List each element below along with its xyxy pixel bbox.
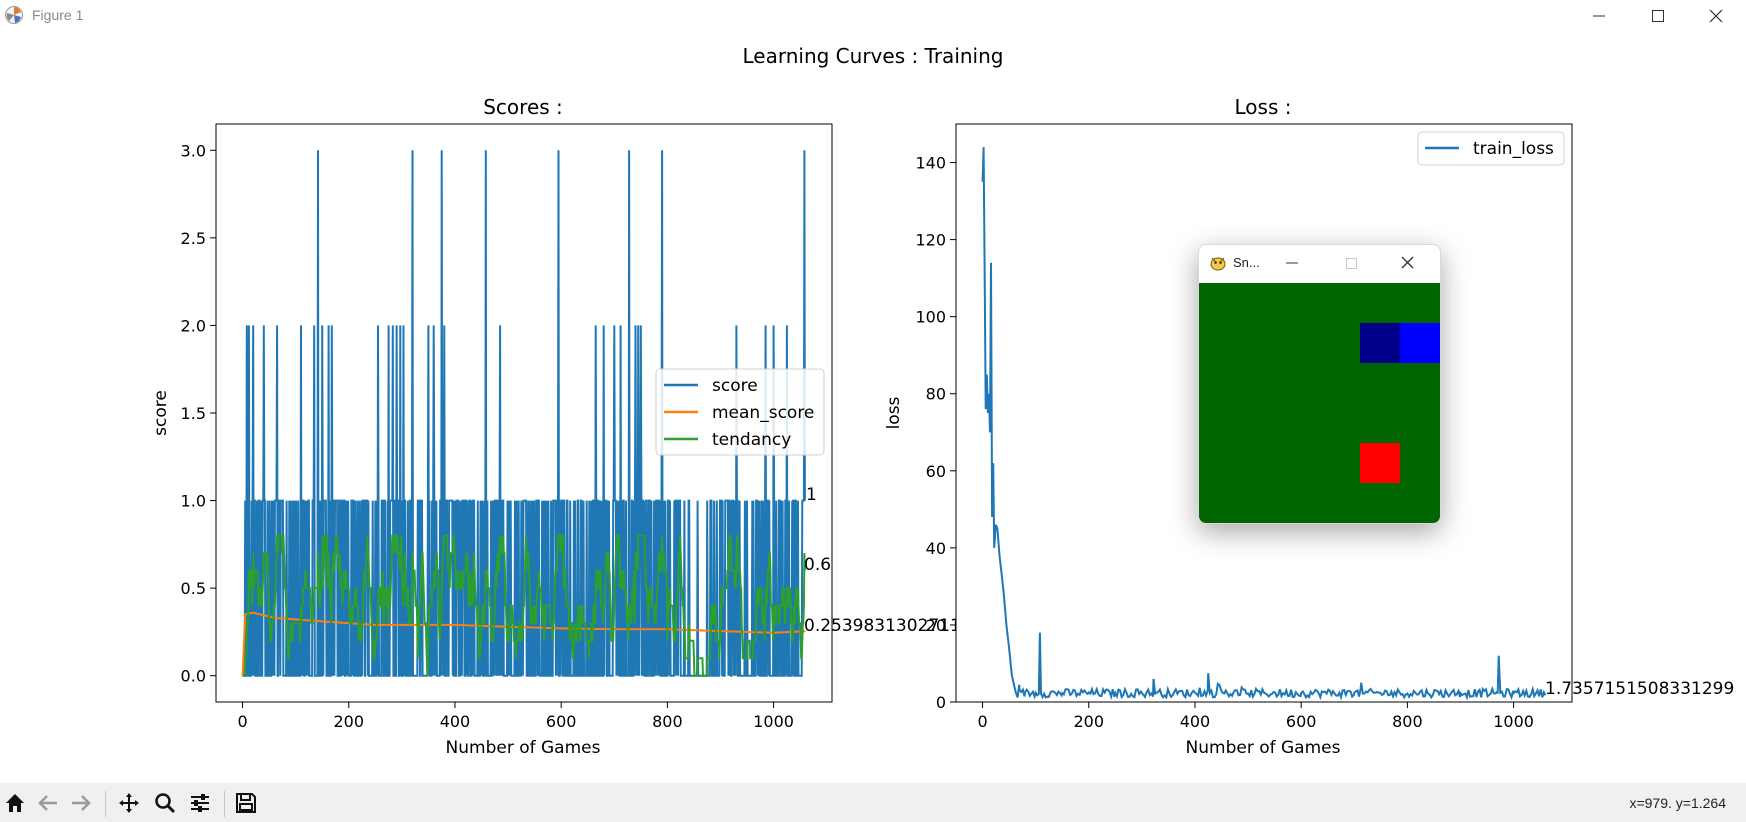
scores-xtick-label: 600 [546, 712, 577, 731]
scores-axes: Scores : Number of Games score 0 200 400 60… [151, 95, 961, 758]
loss-ytick-label: 120 [915, 231, 946, 250]
configure-icon [191, 794, 209, 812]
loss-legend: train_loss [1417, 131, 1565, 166]
matplotlib-icon [4, 5, 24, 25]
scores-legend: score mean_score tendancy [655, 368, 825, 456]
loss-xtick-label: 600 [1286, 712, 1317, 731]
loss-end-label: 1.7357151508331299 [1545, 679, 1734, 699]
back-button[interactable] [33, 789, 63, 817]
window-titlebar: Figure 1 [0, 0, 1746, 31]
scores-ylabel: score [151, 390, 171, 436]
pan-icon [119, 793, 139, 813]
scores-ytick-label: 3.0 [181, 141, 206, 160]
snake-close-button[interactable] [1398, 253, 1428, 275]
minimize-icon [1286, 262, 1298, 264]
loss-ytick-label: 60 [926, 462, 946, 481]
legend-train-loss-label: train_loss [1473, 139, 1554, 159]
legend-tendancy-label: tendancy [712, 430, 791, 450]
close-icon [1709, 9, 1723, 23]
loss-ytick-label: 140 [915, 154, 946, 173]
scores-lines [241, 150, 806, 677]
loss-xtick-label: 1000 [1493, 712, 1534, 731]
score-line [242, 150, 806, 677]
figure-suptitle: Learning Curves : Training [742, 44, 1004, 68]
snake-window-title: Sn... [1233, 255, 1260, 270]
scores-ytick-label: 0.0 [181, 667, 206, 686]
scores-ytick-label: 1.0 [181, 492, 206, 511]
snake-food [1360, 443, 1400, 483]
snake-board[interactable] [1199, 283, 1440, 523]
scores-ytick-label: 2.5 [181, 229, 206, 248]
loss-ytick-label: 100 [915, 308, 946, 327]
navigation-toolbar: x=979. y=1.264 [0, 783, 1746, 822]
minimize-icon [1593, 15, 1605, 17]
snake-body-segment [1360, 323, 1400, 363]
scores-ytick-label: 1.5 [181, 404, 206, 423]
loss-ytick-label: 0 [936, 693, 946, 712]
loss-ytick-label: 80 [926, 385, 946, 404]
scores-xtick-label: 200 [333, 712, 364, 731]
snake-maximize-button[interactable] [1341, 253, 1371, 275]
minimize-button[interactable] [1571, 0, 1627, 31]
maximize-button[interactable] [1630, 0, 1686, 31]
pan-button[interactable] [114, 789, 144, 817]
loss-title: Loss : [1235, 95, 1292, 119]
loss-xlabel: Number of Games [1186, 738, 1341, 758]
scores-xtick-label: 800 [652, 712, 683, 731]
loss-xtick-label: 400 [1180, 712, 1211, 731]
tendancy-line [242, 534, 806, 677]
save-button[interactable] [231, 789, 261, 817]
legend-score-label: score [712, 376, 758, 396]
loss-xtick-label: 0 [977, 712, 987, 731]
scores-ticks: 0 200 400 600 800 1000 0.0 0.5 1.0 1.5 2.0 2.5 3.0 [181, 141, 794, 731]
forward-button[interactable] [66, 789, 96, 817]
mean-score-end-label: 0.2539831302711 [804, 616, 961, 636]
scores-xtick-label: 400 [440, 712, 471, 731]
figure-canvas[interactable]: Scores : Number of Games score 0 200 400 60… [0, 0, 1746, 783]
close-icon [1401, 256, 1414, 269]
legend-mean-score-label: mean_score [712, 403, 814, 423]
loss-ytick-label: 40 [926, 539, 946, 558]
maximize-icon [1652, 10, 1664, 22]
snake-game-window[interactable]: Sn... [1198, 244, 1441, 524]
scores-title: Scores : [483, 95, 563, 119]
home-icon [6, 794, 24, 812]
pygame-icon [1209, 254, 1227, 272]
snake-head [1400, 323, 1440, 363]
configure-subplots-button[interactable] [185, 789, 215, 817]
loss-ticks: 0 200 400 600 800 1000 0 20 40 60 80 100 120 140 [915, 154, 1533, 731]
scores-xlabel: Number of Games [446, 738, 601, 758]
cursor-coordinates: x=979. y=1.264 [1629, 795, 1726, 811]
scores-xtick-label: 1000 [753, 712, 794, 731]
scores-legend-box [655, 368, 825, 456]
close-button[interactable] [1688, 0, 1744, 31]
scores-xtick-label: 0 [237, 712, 247, 731]
score-end-label: 1 [806, 485, 817, 505]
home-button[interactable] [0, 789, 30, 817]
zoom-button[interactable] [150, 789, 180, 817]
back-icon [38, 795, 57, 811]
loss-xtick-label: 200 [1073, 712, 1104, 731]
forward-icon [72, 795, 91, 811]
loss-xtick-label: 800 [1392, 712, 1423, 731]
maximize-icon [1346, 258, 1357, 269]
toolbar-separator [105, 791, 106, 817]
loss-ytick-label: 20 [926, 616, 946, 635]
loss-ylabel: loss [884, 396, 904, 429]
toolbar-separator [224, 791, 225, 817]
scores-ytick-label: 0.5 [181, 579, 206, 598]
loss-legend-box [1417, 131, 1565, 166]
loss-lines [981, 147, 1547, 701]
scores-ytick-label: 2.0 [181, 316, 206, 335]
zoom-icon [155, 793, 176, 814]
train-loss-line [981, 147, 1547, 701]
snake-minimize-button[interactable] [1282, 253, 1312, 275]
tendancy-end-label: 0.6 [804, 555, 831, 575]
save-icon [236, 793, 256, 813]
window-title: Figure 1 [32, 7, 84, 23]
